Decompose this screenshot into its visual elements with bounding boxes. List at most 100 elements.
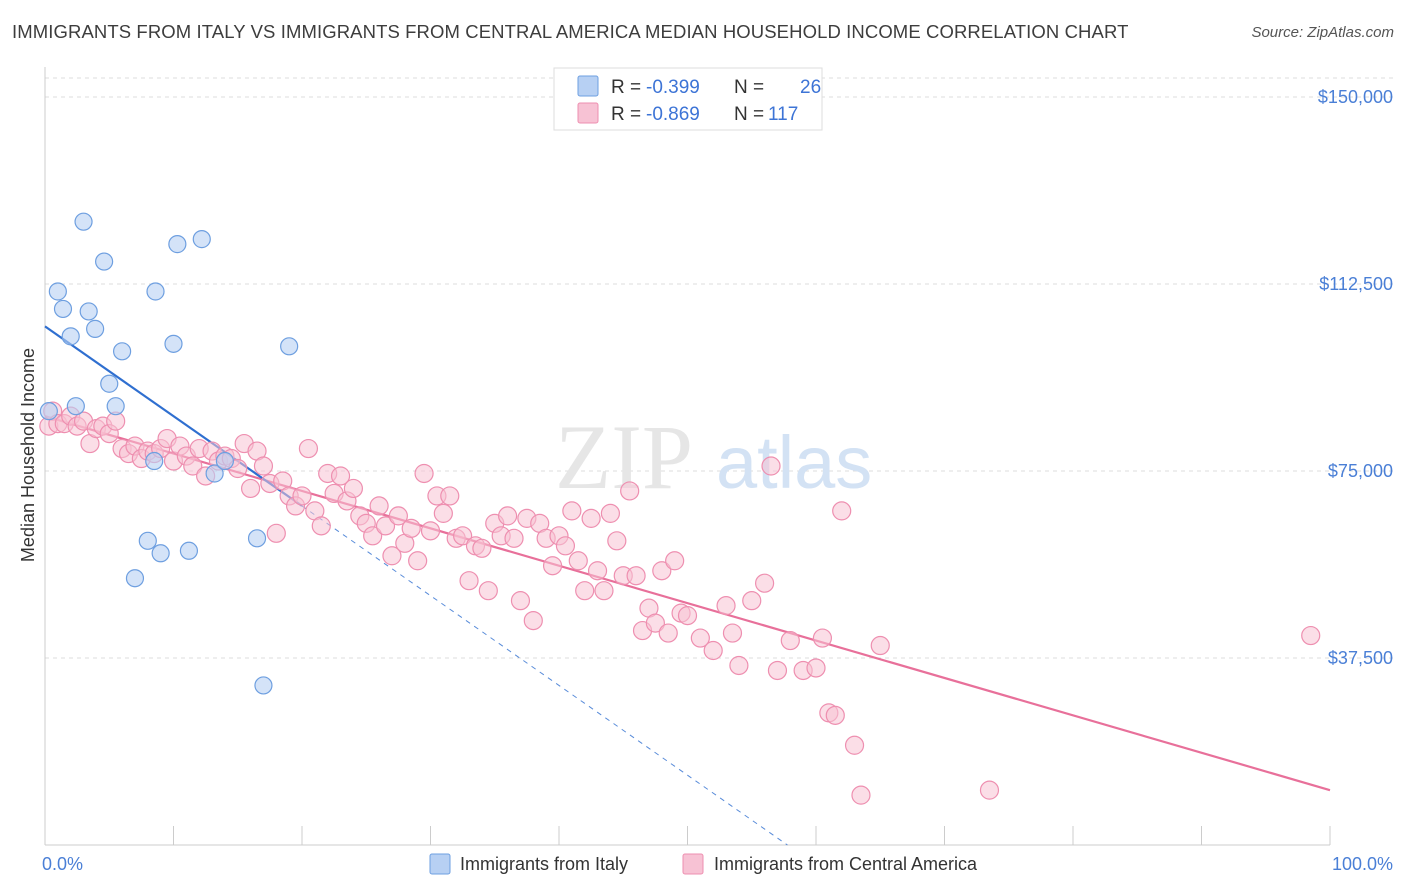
point-italy [86,319,105,338]
point-central-america [433,503,453,523]
point-central-america [542,556,563,576]
point-italy [254,676,273,695]
point-central-america [562,501,582,521]
point-italy [146,282,165,301]
point-central-america [600,503,621,523]
point-italy [61,327,80,346]
point-central-america [453,526,473,546]
legend-n-label-ca: N = [734,104,764,125]
chart-title: IMMIGRANTS FROM ITALY VS IMMIGRANTS FROM… [12,21,1129,42]
point-italy [168,235,187,254]
legend-r-value-ca: -0.869 [646,104,700,125]
point-central-america [498,506,518,526]
point-central-america [767,660,788,681]
point-central-america [587,561,608,581]
point-central-america [825,705,845,725]
point-central-america [478,581,498,601]
point-central-america [504,528,524,548]
point-italy [74,212,93,231]
point-italy [151,544,170,563]
point-central-america [722,623,743,643]
point-central-america [652,561,672,581]
point-italy [79,302,98,321]
point-italy [145,451,164,471]
point-central-america [363,526,383,546]
point-central-america [382,546,402,566]
point-central-america [298,438,319,459]
point-italy [53,299,73,319]
point-central-america [690,628,710,648]
x-tick-label-max: 100.0% [1332,854,1393,874]
point-central-america [832,501,852,521]
point-central-america [677,606,698,626]
tick-labels: $37,500 $75,000 $112,500 $150,000 0.0% 100.0% [42,87,1393,874]
y-tick-label: $75,000 [1328,461,1393,481]
point-italy [39,402,58,421]
point-central-america [870,635,890,656]
point-italy [192,230,211,249]
point-central-america [440,486,460,506]
bottom-legend-label-ca: Immigrants from Central America [714,854,978,874]
legend-n-label-italy: N = [734,77,764,98]
y-tick-label: $150,000 [1318,87,1393,107]
point-central-america [241,478,261,499]
point-central-america [292,486,312,506]
correlation-legend: R = -0.399 N = 26 R = -0.869 N = 117 [553,67,823,131]
point-central-america [851,785,871,805]
point-central-america [343,478,363,499]
point-central-america [253,456,274,476]
point-central-america [568,551,588,571]
point-central-america [459,571,479,591]
grid-lines [45,77,1395,659]
legend-swatch-ca [577,102,599,124]
y-axis-label: Median Household Income [18,348,38,562]
points-italy [39,212,299,695]
legend-swatch-italy [577,75,599,97]
point-central-america [266,523,286,543]
point-central-america [472,538,492,558]
bottom-legend-swatch-ca [682,853,704,875]
point-central-america [761,456,781,476]
trend-line-central-america [44,415,1331,792]
x-tick-label-min: 0.0% [42,854,83,874]
point-central-america [620,481,640,501]
point-central-america [408,551,428,571]
axes [44,67,1331,846]
point-central-america [510,591,531,611]
point-italy [164,334,183,353]
point-central-america [607,531,627,551]
legend-n-value-ca: 117 [768,104,798,125]
point-central-america [375,516,396,536]
trend-line-italy [44,325,303,507]
legend-r-label-italy: R = [611,77,641,98]
point-central-america [388,506,408,526]
point-central-america [555,536,576,556]
y-tick-label: $112,500 [1319,274,1393,294]
point-italy [100,374,119,393]
trend-lines [44,325,1331,846]
point-italy [179,541,199,560]
point-italy [112,342,132,361]
legend-r-label-ca: R = [611,104,641,125]
y-tick-label: $37,500 [1328,648,1393,668]
point-central-america [414,463,434,484]
point-central-america [979,780,1000,800]
point-italy [106,397,125,416]
point-central-america [806,658,826,678]
point-central-america [420,521,441,541]
point-italy [280,337,299,356]
point-central-america [594,581,614,601]
bottom-legend-swatch-italy [429,853,451,875]
point-central-america [754,573,775,593]
point-italy [95,252,114,271]
point-italy [247,529,267,548]
point-central-america [1301,625,1321,646]
point-central-america [311,516,331,536]
point-central-america [401,518,421,538]
point-central-america [729,655,749,676]
point-central-america [369,496,389,516]
point-central-america [575,581,595,601]
point-central-america [665,551,685,571]
point-central-america [812,628,833,648]
